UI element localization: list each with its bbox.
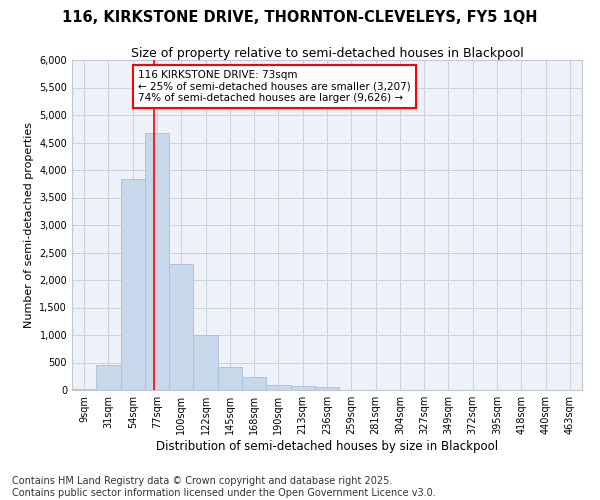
- Bar: [193, 335, 218, 390]
- Title: Size of property relative to semi-detached houses in Blackpool: Size of property relative to semi-detach…: [131, 47, 523, 60]
- Bar: [290, 386, 315, 390]
- Bar: [218, 367, 242, 390]
- Bar: [96, 365, 121, 390]
- Y-axis label: Number of semi-detached properties: Number of semi-detached properties: [24, 122, 34, 328]
- Bar: [169, 264, 193, 390]
- Bar: [145, 133, 169, 390]
- Bar: [266, 385, 290, 390]
- Bar: [121, 180, 145, 390]
- Text: 116, KIRKSTONE DRIVE, THORNTON-CLEVELEYS, FY5 1QH: 116, KIRKSTONE DRIVE, THORNTON-CLEVELEYS…: [62, 10, 538, 25]
- Text: 116 KIRKSTONE DRIVE: 73sqm
← 25% of semi-detached houses are smaller (3,207)
74%: 116 KIRKSTONE DRIVE: 73sqm ← 25% of semi…: [139, 70, 411, 103]
- Bar: [242, 378, 266, 390]
- X-axis label: Distribution of semi-detached houses by size in Blackpool: Distribution of semi-detached houses by …: [156, 440, 498, 453]
- Bar: [315, 386, 339, 390]
- Text: Contains HM Land Registry data © Crown copyright and database right 2025.
Contai: Contains HM Land Registry data © Crown c…: [12, 476, 436, 498]
- Bar: [72, 388, 96, 390]
